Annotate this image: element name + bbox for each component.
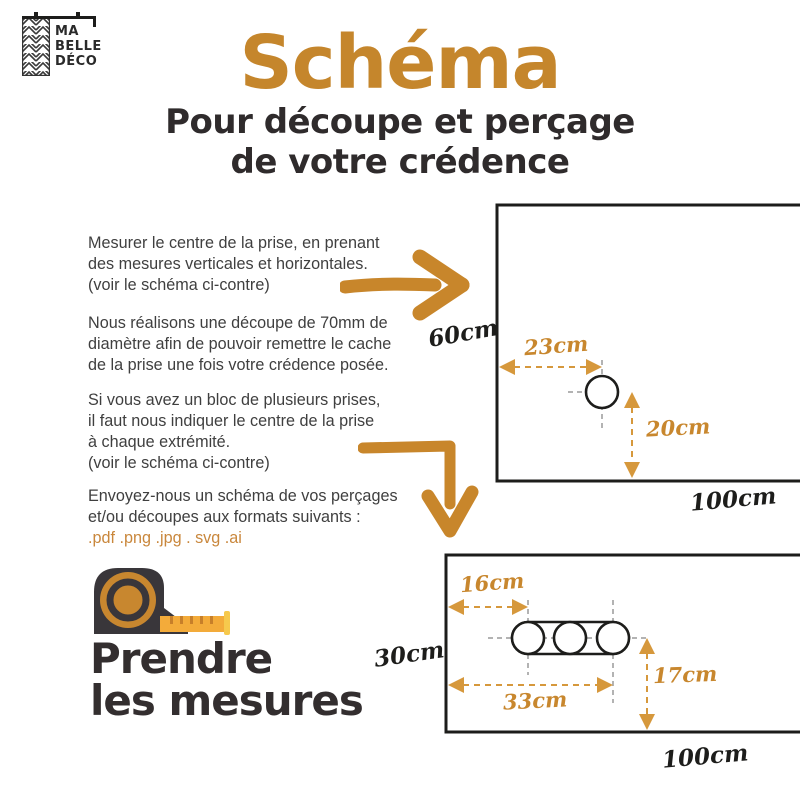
instruction-line: Mesurer le centre de la prise, en prenan…: [88, 234, 380, 252]
tape-measure-icon: [94, 568, 230, 635]
logo-pattern-icon: [22, 17, 50, 76]
panel-height-label-30cm: 30cm: [372, 636, 446, 673]
logo-frame-right: [93, 16, 96, 27]
footer-title-line-2: les mesures: [90, 676, 364, 725]
page-subtitle: Pour découpe et perçage de votre crédenc…: [0, 102, 800, 182]
instruction-line: des mesures verticales et horizontales.: [88, 255, 368, 273]
instruction-line: (voir le schéma ci-contre): [88, 276, 270, 294]
instruction-line: Envoyez-nous un schéma de vos perçages: [88, 487, 398, 505]
logo: MA BELLE DÉCO: [0, 0, 140, 90]
instruction-line: Si vous avez un bloc de plusieurs prises…: [88, 391, 381, 409]
dimension-label-20cm: 20cm: [645, 413, 711, 442]
dimension-label-33cm: 33cm: [502, 686, 568, 715]
tape-reel-ring: [106, 578, 150, 622]
instruction-paragraph-1: Mesurer le centre de la prise, en prenan…: [88, 233, 468, 296]
file-formats-text: .pdf .png .jpg . svg .ai: [88, 529, 242, 547]
elbow-down-arrow-icon: [358, 440, 479, 538]
footer-title-line-1: Prendre: [90, 634, 273, 683]
dimension-label-17cm: 17cm: [652, 660, 718, 689]
dimension-label-23cm: 23cm: [523, 330, 590, 361]
schematic-triple-outlet: [444, 553, 800, 734]
page-title: Schéma: [239, 20, 561, 106]
subtitle-line-1: Pour découpe et perçage: [165, 102, 635, 142]
instruction-paragraph-2: Nous réalisons une découpe de 70mm de di…: [88, 313, 468, 376]
schematic-single-outlet: [495, 203, 800, 483]
logo-wordmark: MA BELLE DÉCO: [55, 24, 102, 69]
instruction-paragraph-3: Si vous avez un bloc de plusieurs prises…: [88, 390, 468, 474]
logo-frame-nub-right: [76, 12, 80, 16]
logo-line-3: DÉCO: [55, 54, 98, 69]
instruction-line: il faut nous indiquer le centre de la pr…: [88, 412, 375, 430]
logo-line-2: BELLE: [55, 39, 102, 54]
instruction-paragraph-4: Envoyez-nous un schéma de vos perçages e…: [88, 486, 468, 549]
dimension-label-16cm: 16cm: [459, 567, 526, 598]
credence-panel-1: [495, 203, 800, 483]
logo-line-1: MA: [55, 24, 79, 39]
instruction-line: et/ou découpes aux formats suivants :: [88, 508, 361, 526]
footer-title: Prendre les mesures: [90, 634, 364, 725]
instruction-line: à chaque extrémité.: [88, 433, 231, 451]
outlet-hole-3: [595, 620, 631, 656]
subtitle-line-2: de votre crédence: [230, 142, 570, 182]
logo-frame-nub-left: [34, 12, 38, 16]
outlet-hole-1: [510, 620, 546, 656]
tape-end-hook: [224, 611, 230, 635]
credence-panel-2: [444, 553, 800, 734]
outlet-hole: [584, 374, 620, 410]
right-arrow-icon: [340, 249, 470, 321]
logo-frame-top: [22, 16, 96, 19]
instruction-line: diamètre afin de pouvoir remettre le cac…: [88, 335, 392, 353]
outlet-hole-2: [552, 620, 588, 656]
instruction-line: Nous réalisons une découpe de 70mm de: [88, 314, 388, 332]
instruction-line: (voir le schéma ci-contre): [88, 454, 270, 472]
instruction-line: de la prise une fois votre crédence posé…: [88, 356, 389, 374]
